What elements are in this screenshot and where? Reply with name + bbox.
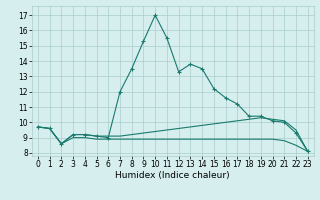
X-axis label: Humidex (Indice chaleur): Humidex (Indice chaleur) <box>116 171 230 180</box>
